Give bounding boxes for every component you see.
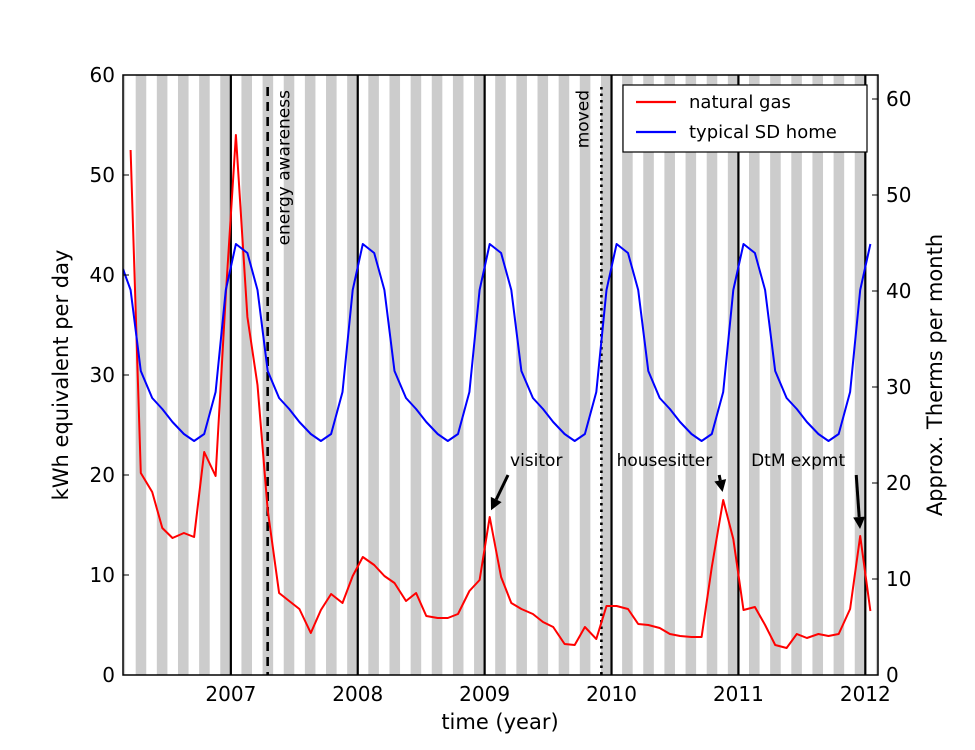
month-band (770, 75, 781, 675)
month-band (579, 75, 591, 675)
month-band (241, 75, 253, 675)
legend-label-natural-gas: natural gas (689, 92, 791, 113)
x-tick-label: 2008 (332, 682, 383, 706)
legend: natural gas typical SD home (622, 84, 868, 153)
month-band (727, 75, 739, 675)
month-band (558, 75, 570, 675)
month-band (368, 75, 379, 675)
y-tick-label: 30 (90, 363, 115, 387)
annotation-arrowhead (853, 516, 866, 530)
annotation-arrow (494, 474, 510, 501)
y-axis-right-label: Approx. Therms per month (923, 234, 947, 516)
axis-ticks: 2007 2008 2009 2010 2011 20120102030405060010… (90, 63, 912, 706)
month-band (283, 75, 295, 675)
y-tick-label: 10 (90, 563, 115, 587)
y-right-tick-label: 20 (886, 471, 911, 495)
y-right-tick-label: 40 (886, 279, 911, 303)
month-band (452, 75, 464, 675)
y-right-tick-label: 0 (886, 663, 899, 687)
month-band (516, 75, 527, 675)
annotations: visitor housesitter DtM expmt (490, 451, 866, 530)
x-axis-label: time (year) (441, 710, 558, 734)
y-tick-label: 20 (90, 463, 115, 487)
month-band (706, 75, 718, 675)
month-band (685, 75, 697, 675)
legend-label-typical-sd-home: typical SD home (689, 122, 837, 143)
legend-box (622, 84, 868, 153)
y-tick-label: 50 (90, 163, 115, 187)
x-tick-label: 2009 (459, 682, 510, 706)
month-band (220, 75, 231, 675)
annotation-arrow (854, 474, 861, 518)
month-band (664, 75, 675, 675)
month-band (431, 75, 443, 675)
month-band (199, 75, 210, 675)
month-band (389, 75, 401, 675)
month-band (347, 75, 358, 675)
month-band (622, 75, 633, 675)
y-right-tick-label: 50 (886, 183, 911, 207)
annotation-arrowhead (714, 479, 727, 493)
x-tick-label: 2010 (586, 682, 637, 706)
y-tick-label: 40 (90, 263, 115, 287)
month-band (791, 75, 802, 675)
month-band (326, 75, 337, 675)
annotation-arrow (717, 474, 722, 481)
month-band (156, 75, 168, 675)
series-line (123, 243, 872, 442)
month-band (410, 75, 422, 675)
month-band (537, 75, 549, 675)
y-right-tick-label: 10 (886, 567, 911, 591)
month-band (833, 75, 845, 675)
annotation-label: visitor (510, 451, 562, 471)
x-tick-label: 2011 (713, 682, 764, 706)
marker-label: moved (573, 90, 593, 148)
series-line (129, 134, 872, 649)
y-tick-label: 0 (102, 663, 115, 687)
marker-label: energy awareness (275, 90, 295, 246)
month-band (600, 75, 612, 675)
annotation-arrowhead (490, 496, 502, 511)
y-right-tick-label: 30 (886, 375, 911, 399)
month-band (304, 75, 316, 675)
month-band (474, 75, 485, 675)
event-markers: energy awareness moved (266, 87, 603, 675)
annotation-label: DtM expmt (751, 451, 845, 471)
month-band (495, 75, 506, 675)
x-tick-label: 2007 (205, 682, 256, 706)
series-lines (123, 134, 872, 649)
month-band (643, 75, 654, 675)
x-tick-label: 2012 (840, 682, 891, 706)
month-band (748, 75, 760, 675)
month-band (875, 75, 878, 675)
month-bands (123, 75, 878, 675)
annotation-label: housesitter (617, 451, 713, 471)
y-tick-label: 60 (90, 63, 115, 87)
month-band (854, 75, 866, 675)
month-band (135, 75, 147, 675)
month-band (812, 75, 824, 675)
month-band (177, 75, 189, 675)
y-right-tick-label: 60 (886, 87, 911, 111)
y-axis-label: kWh equivalent per day (49, 250, 73, 501)
